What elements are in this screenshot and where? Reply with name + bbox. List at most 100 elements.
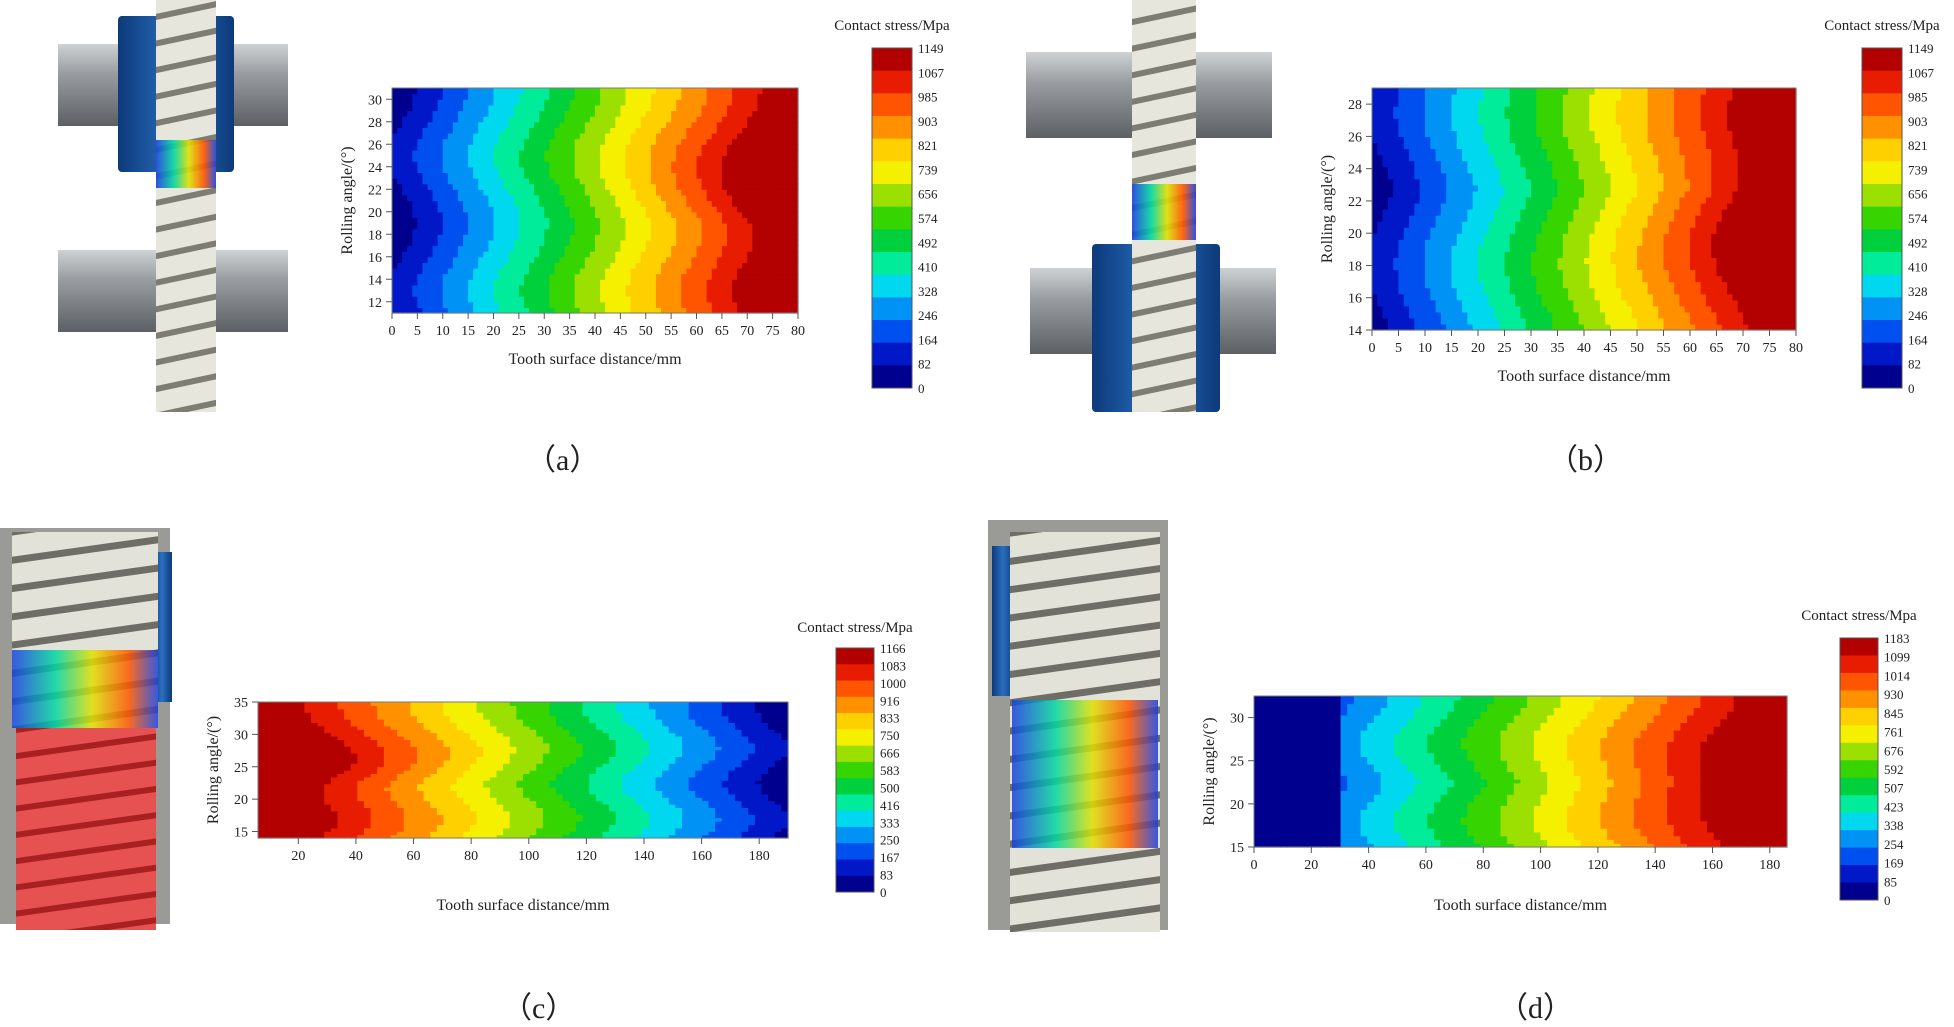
heatmap-cell — [737, 172, 743, 179]
heatmap-cell — [1414, 257, 1421, 265]
heatmap-cell — [549, 155, 555, 162]
heatmap-cell — [427, 178, 434, 185]
heatmap-cell — [569, 206, 576, 213]
heatmap-cell — [1509, 275, 1516, 283]
heatmap-cell — [518, 256, 525, 263]
heatmap-cell — [473, 133, 479, 140]
heatmap-cell — [1483, 209, 1490, 216]
heatmap-cell — [1456, 269, 1463, 277]
heatmap-cell — [544, 194, 550, 202]
heatmap-cell — [615, 178, 621, 185]
heatmap-cell — [701, 279, 708, 286]
heatmap-cell — [447, 251, 454, 258]
heatmap-cell — [1435, 112, 1442, 119]
heatmap-cell — [1403, 166, 1410, 174]
heatmap-cell — [1488, 257, 1495, 265]
heatmap-cell — [1536, 142, 1543, 150]
heatmap-cell — [397, 88, 403, 95]
heatmap-cell — [1493, 160, 1500, 168]
heatmap-cell — [539, 234, 545, 241]
heatmap-cell — [549, 121, 555, 128]
heatmap-cell — [1387, 154, 1394, 162]
heatmap-cell — [772, 251, 779, 258]
heatmap-cell — [721, 268, 728, 275]
heatmap-cell — [544, 144, 550, 151]
heatmap-cell — [1478, 142, 1484, 150]
colorbar-swatch — [872, 274, 912, 298]
heatmap-cell — [777, 138, 784, 145]
heatmap-cell — [681, 279, 687, 286]
heatmap-cell — [630, 296, 637, 303]
heatmap-cell — [676, 223, 682, 230]
heatmap-cell — [1372, 209, 1378, 216]
heatmap-cell — [1403, 178, 1410, 186]
heatmap-cell — [666, 279, 672, 286]
heatmap-cell — [447, 155, 454, 162]
heatmap-cell — [1430, 148, 1437, 156]
heatmap-cell — [584, 200, 591, 207]
heatmap-cell — [1504, 178, 1511, 186]
heatmap-cell — [792, 262, 799, 269]
heatmap-cell — [721, 194, 728, 202]
heatmap-cell — [483, 183, 490, 190]
heatmap-cell — [1393, 202, 1400, 210]
heatmap-cell — [1409, 142, 1415, 150]
heatmap-cell — [1541, 106, 1548, 113]
heatmap-cell — [544, 251, 550, 258]
heatmap-cell — [1451, 221, 1458, 228]
heatmap-cell — [478, 273, 484, 280]
heatmap-cell — [1493, 166, 1500, 174]
heatmap-cell — [605, 206, 611, 213]
heatmap-cell — [1557, 287, 1564, 295]
heatmap-cell — [1393, 94, 1400, 101]
heatmap-cell — [564, 121, 571, 128]
heatmap-cell — [422, 172, 429, 179]
heatmap-cell — [529, 133, 535, 140]
heatmap-cell — [1520, 305, 1527, 313]
heatmap-cell — [600, 166, 606, 173]
heatmap-cell — [1478, 196, 1484, 204]
heatmap-cell — [1578, 178, 1585, 186]
heatmap-cell — [1425, 317, 1431, 325]
heatmap-cell — [1557, 100, 1564, 107]
heatmap-cell — [427, 127, 434, 134]
heatmap-cell — [432, 262, 439, 269]
heatmap-cell — [1403, 100, 1410, 107]
heatmap-cell — [1536, 245, 1543, 252]
heatmap-cell — [564, 133, 571, 140]
heatmap-cell — [615, 268, 621, 275]
heatmap-cell — [574, 223, 581, 230]
heatmap-cell — [442, 234, 449, 241]
colorbar-swatch — [872, 252, 912, 276]
heatmap-cell — [513, 296, 520, 303]
heatmap-cell — [457, 93, 464, 100]
heatmap-cell — [645, 245, 652, 252]
heatmap-cell — [1456, 88, 1463, 95]
heatmap-cell — [782, 206, 789, 213]
heatmap-cell — [1509, 136, 1516, 144]
heatmap-cell — [711, 307, 718, 314]
heatmap-cell — [1472, 221, 1479, 228]
heatmap-cell — [1398, 311, 1405, 319]
heatmap-cell — [478, 138, 484, 145]
heatmap-cell — [1419, 160, 1426, 168]
heatmap-cell — [716, 93, 723, 100]
heatmap-cell — [1509, 245, 1516, 252]
heatmap-cell — [716, 172, 723, 179]
heatmap-cell — [777, 211, 784, 218]
heatmap-cell — [747, 217, 753, 224]
heatmap-cell — [1419, 202, 1426, 210]
heatmap-cell — [767, 223, 774, 230]
heatmap-cell — [478, 217, 484, 224]
heatmap-cell — [493, 307, 500, 314]
heatmap-cell — [1472, 202, 1479, 210]
heatmap-cell — [747, 223, 753, 230]
heatmap-cell — [772, 161, 779, 168]
heatmap-cell — [1398, 196, 1405, 204]
heatmap-cell — [417, 223, 424, 230]
heatmap-cell — [767, 110, 774, 117]
heatmap-cell — [757, 194, 764, 202]
heatmap-cell — [1488, 317, 1495, 325]
heatmap-cell — [1488, 215, 1495, 222]
